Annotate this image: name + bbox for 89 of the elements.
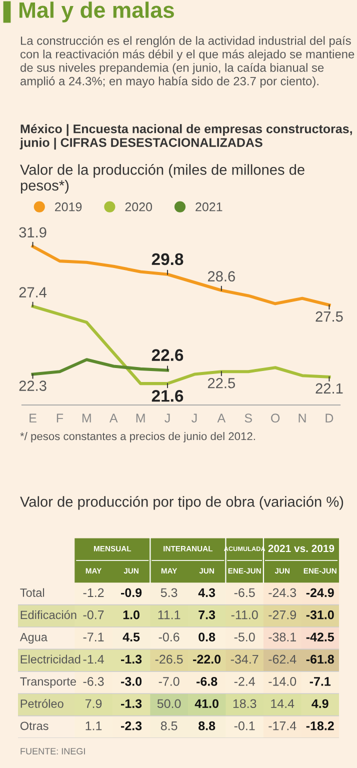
data-label: -17.4 [268,722,296,730]
data-label: -0.7 [83,610,104,620]
chart-title: Valor de producción por tipo de obra (variación %) [20,496,344,510]
data-label: -0.9 [121,588,142,598]
x-tick-label: N [298,414,306,422]
data-label: -26.5 [155,654,183,664]
x-tick-label: M [136,414,145,422]
data-label: -7.0 [158,677,180,686]
data-label: -22.0 [193,654,221,664]
data-label: 22.6 [152,349,184,361]
data-label: 21.6 [152,390,184,402]
y-tick-label: Transporte [20,677,76,688]
data-label: 29.8 [152,253,184,266]
x-tick-label: A [109,414,118,422]
x-tick-label: J [192,414,197,423]
text: 2021 vs. 2019 [268,544,334,552]
y-axis-title: Valor de la producción (miles de millones de pesos*) [20,164,304,194]
data-label: 8.8 [198,721,216,730]
data-label: -3.0 [121,677,142,686]
legend-label: 2019 [55,202,82,212]
y-tick-label: Petróleo [20,699,64,708]
text: México | Encuesta nacional de empresas constructoras, junio | CIFRAS DESESTACIONALIZADAS [20,124,352,150]
data-label: -6.5 [234,588,255,598]
data-label: 4.9 [312,699,328,708]
data-label: -0.6 [158,632,180,642]
text: */ pesos constantes a precios de junio del 2012. [20,432,255,442]
x-tick-label: F [56,414,64,422]
x-tick-label: J [164,414,170,423]
y-tick-label: Electricidad [20,654,80,664]
data-label: 1.0 [123,610,140,620]
y-tick-label: Edificación [20,610,76,620]
data-label: -2.3 [121,721,142,730]
data-label: -24.9 [306,588,334,598]
x-tick-label: D [326,414,334,422]
data-label: 4.3 [198,588,216,598]
data-label: -61.8 [306,654,334,664]
data-label: 7.3 [198,610,216,620]
data-label: -62.4 [268,654,296,664]
data-label: -18.2 [306,721,334,730]
data-label: -42.5 [306,632,334,642]
chart-title: Mal y de malas [19,2,174,22]
chart-subtitle: La construcción es el renglón de la actividad industrial del país con la reactivación más débil y el que más alejado se mantiene de sus niveles prepandemia (en junio, la caída bianual se amplió a 24.3%; en mayo había sido de 23.7 por ciento). [20,36,354,88]
data-label: -14.0 [268,677,296,686]
data-label: -0.1 [234,721,255,730]
data-label: -1.4 [83,654,104,664]
data-label: 7.9 [85,699,102,708]
data-label: 27.4 [19,287,47,298]
data-label: 11.1 [158,610,180,620]
data-label: -2.4 [234,677,255,686]
data-label: -31.0 [306,610,334,620]
data-label: 27.5 [316,311,343,322]
data-label: -5.0 [234,632,255,642]
data-label: 50.0 [157,699,181,708]
data-label: 18.3 [233,699,256,708]
data-label: 0.8 [198,632,216,642]
data-label: -11.0 [231,610,258,620]
data-label: 8.5 [160,721,178,730]
data-label: 1.1 [86,722,102,730]
y-tick-label: Total [20,588,44,597]
x-tick-label: E [30,414,36,422]
x-tick-label: A [217,414,226,422]
data-label: -34.7 [230,654,258,664]
data-label: 31.9 [19,227,46,238]
data-label: 22.1 [316,383,343,394]
legend-label: 2020 [125,202,152,212]
data-label: 22.3 [19,380,46,391]
y-tick-label: Agua [20,633,48,644]
data-label: -1.2 [83,588,104,597]
x-tick-label: S [244,414,252,423]
data-label: -38.1 [268,632,296,642]
data-label: 4.5 [122,632,140,642]
data-label: 22.5 [208,378,236,388]
y-tick-label: Otras [20,722,48,730]
data-label: -27.9 [268,610,296,620]
data-label: -7.1 [83,632,104,642]
data-label: -1.3 [121,654,142,664]
data-label: -6.3 [83,677,104,686]
x-tick-label: O [271,414,280,423]
x-tick-label: M [82,414,91,422]
legend-label: 2021 [196,202,222,212]
data-label: 41.0 [194,699,218,708]
data-label: -7.1 [310,677,331,686]
data-label: -1.3 [121,699,142,708]
data-label: -24.3 [268,588,296,598]
data-label: 5.3 [160,588,178,598]
data-label: 14.4 [271,699,294,708]
data-label: -6.8 [196,677,218,686]
data-label: 28.6 [208,271,235,282]
source-note: FUENTE: INEGI [20,748,85,754]
